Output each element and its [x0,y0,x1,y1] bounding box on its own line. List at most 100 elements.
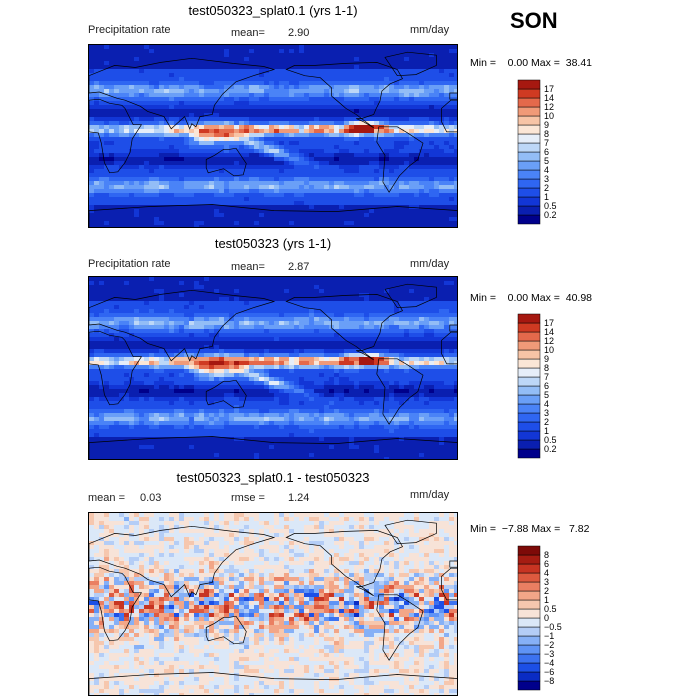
legend-tick-label: 14 [544,327,554,337]
legend-tick-label: 2 [544,183,549,193]
legend-swatch [517,313,541,324]
legend-swatch [517,376,541,387]
legend-tick-label: −2 [544,640,554,650]
max-value: 38.41 [565,57,593,69]
legend-tick-label: 9 [544,120,549,130]
legend-tick-label: 6 [544,381,549,391]
legend-tick-label: −4 [544,658,554,668]
variable-label: Precipitation rate [88,258,171,270]
legend-swatch [517,151,541,162]
units-label: mm/day [410,24,450,36]
legend-tick-label: 12 [544,336,554,346]
legend-swatch [517,421,541,432]
legend-tick-label: 6 [544,559,549,569]
precip-map [88,276,458,460]
legend-swatch [517,662,541,673]
legend-tick-label: 8 [544,129,549,139]
legend-swatch [517,545,541,556]
legend-tick-label: −3 [544,649,554,659]
legend-swatch [517,358,541,369]
legend-swatch [517,367,541,378]
legend-tick-label: 4 [544,568,549,578]
legend-swatch [517,79,541,90]
legend-tick-label: 7 [544,138,549,148]
mean-value: 2.90 [288,27,310,39]
legend-swatch [517,617,541,628]
min-label: Min = [470,57,496,69]
panel-title: test050323_splat0.1 (yrs 1-1) [188,3,358,18]
legend-swatch [517,412,541,423]
panel-title: test050323_splat0.1 - test050323 [176,470,370,485]
legend-tick-label: 4 [544,165,549,175]
mean-value: 0.03 [140,492,162,504]
legend-swatch [517,653,541,664]
legend-tick-label: −8 [544,676,554,686]
mean-label: mean = [88,492,125,504]
legend-swatch [517,205,541,216]
units-label: mm/day [410,489,450,501]
mean-label: mean= [231,261,265,273]
legend-tick-label: 9 [544,354,549,364]
legend-swatch [517,439,541,450]
max-value: 40.98 [565,292,593,304]
color-legend: −8 −6 −4 −3 −2 −1 −0.5 0 0.5 1 2 3 4 6 8 [517,545,568,692]
legend-tick-label: 3 [544,408,549,418]
legend-swatch [517,671,541,682]
legend-swatch [517,599,541,610]
legend-tick-label: 8 [544,363,549,373]
variable-label: Precipitation rate [88,24,171,36]
max-value: 7.82 [568,523,590,535]
min-label: Min = [470,523,496,535]
legend-swatch [517,340,541,351]
legend-tick-label: 4 [544,399,549,409]
legend-swatch [517,403,541,414]
legend-tick-label: 0.2 [544,210,557,220]
min-value: −7.88 [501,523,529,535]
panel-title: test050323 (yrs 1-1) [214,236,332,251]
color-legend: 0.2 0.5 1 2 3 4 5 6 7 8 9 10 12 14 17 [517,79,568,226]
legend-swatch [517,97,541,108]
min-max-readout: Min = −7.88 Max = 7.82 [470,523,589,535]
color-legend: 0.2 0.5 1 2 3 4 5 6 7 8 9 10 12 14 17 [517,313,568,460]
legend-swatch [517,608,541,619]
rmse-label: rmse = [231,492,265,504]
legend-tick-label: 0.2 [544,444,557,454]
units-label: mm/day [410,258,450,270]
legend-swatch [517,680,541,691]
min-value: 0.00 [507,292,529,304]
legend-swatch [517,626,541,637]
legend-swatch [517,124,541,135]
legend-tick-label: 7 [544,372,549,382]
legend-tick-label: 10 [544,111,554,121]
precip-map [88,44,458,228]
legend-swatch [517,349,541,360]
min-value: 0.00 [507,57,529,69]
legend-tick-label: 0.5 [544,435,557,445]
legend-tick-label: 1 [544,426,549,436]
min-max-readout: Min = 0.00 Max = 38.41 [470,57,592,69]
legend-tick-label: 1 [544,192,549,202]
legend-tick-label: 10 [544,345,554,355]
max-label: Max = [531,523,561,535]
legend-swatch [517,554,541,565]
legend-swatch [517,644,541,655]
legend-tick-label: 8 [544,550,549,560]
legend-tick-label: 1 [544,595,549,605]
legend-swatch [517,635,541,646]
legend-tick-label: −1 [544,631,554,641]
legend-swatch [517,322,541,333]
legend-tick-label: 5 [544,390,549,400]
rmse-value: 1.24 [288,492,310,504]
legend-tick-label: 5 [544,156,549,166]
legend-swatch [517,169,541,180]
legend-swatch [517,187,541,198]
legend-swatch [517,563,541,574]
min-max-readout: Min = 0.00 Max = 40.98 [470,292,592,304]
legend-swatch [517,385,541,396]
legend-swatch [517,160,541,171]
legend-tick-label: 14 [544,93,554,103]
legend-swatch [517,572,541,583]
legend-tick-label: 12 [544,102,554,112]
difference-map [88,512,458,696]
legend-swatch [517,115,541,126]
